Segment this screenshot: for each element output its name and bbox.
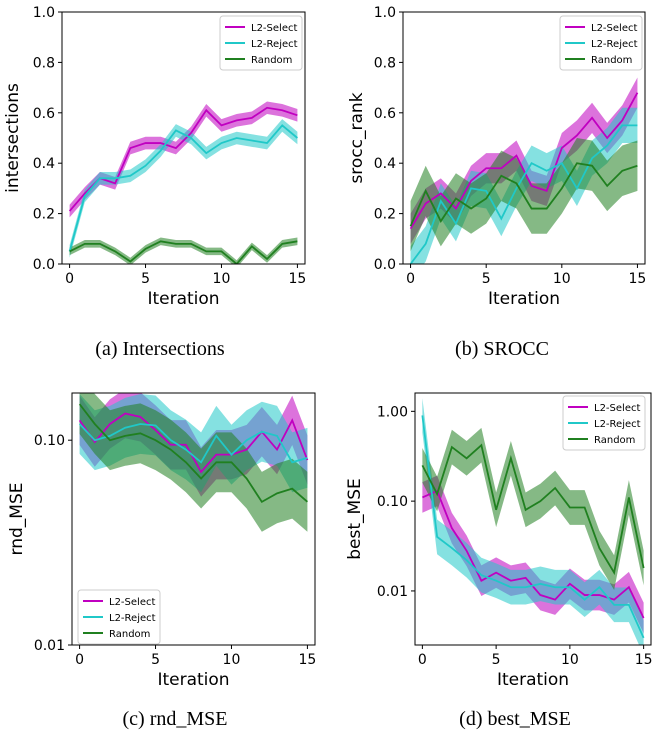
- x-tick-label: 15: [629, 271, 647, 287]
- y-tick-label: 0.2: [33, 207, 55, 223]
- y-axis-label: srocc_rank: [347, 92, 367, 183]
- legend-box: [559, 15, 643, 71]
- y-tick-label: 1.0: [33, 5, 55, 21]
- legend: L2-Select L2-Reject Random: [219, 15, 303, 71]
- series-line-l2-select: [78, 412, 309, 474]
- legend-label-l2-reject: L2-Reject: [591, 39, 638, 50]
- x-tick-label: 0: [65, 271, 74, 287]
- series-line-l2-select: [409, 92, 639, 230]
- axes-frame: [414, 392, 652, 646]
- axes-frame: [61, 11, 306, 265]
- y-tick-label: 0.0: [374, 257, 396, 273]
- chart-panel-1: 0 5 10 15 0.0 0.2 0.4 0.6 0.8 1.0 Iteration interse…: [3, 5, 306, 309]
- axes-frame: [71, 392, 316, 646]
- plot-area: [78, 393, 309, 532]
- x-tick-label: 15: [288, 271, 306, 287]
- caption-3: (c) rnd_MSE: [123, 708, 228, 730]
- legend-label-l2-select: L2-Select: [591, 23, 637, 34]
- plot-area: [421, 398, 645, 645]
- y-axis-label: rnd_MSE: [7, 483, 27, 556]
- legend-label-l2-select: L2-Select: [109, 597, 155, 608]
- series-line-l2-reject: [68, 124, 298, 252]
- caption-1: (a) Intersections: [95, 338, 225, 360]
- series-band-random: [79, 393, 308, 532]
- series-line-l2-reject: [409, 124, 638, 264]
- x-axis-label: Iteration: [157, 670, 229, 690]
- legend-label-l2-select: L2-Select: [594, 403, 640, 414]
- legend: L2-Select L2-Reject Random: [562, 395, 646, 451]
- y-tick-label: 0.8: [374, 55, 396, 71]
- x-tick-label: 5: [141, 271, 150, 287]
- x-tick-label: 10: [213, 271, 231, 287]
- series-band-l2-select: [69, 101, 298, 218]
- legend-label-l2-select: L2-Select: [251, 23, 297, 34]
- series-line-random: [78, 403, 308, 504]
- y-tick-label: 0.10: [34, 433, 65, 449]
- series-line-l2-select: [68, 106, 298, 212]
- axes-frame: [402, 11, 646, 265]
- y-tick-label: 0.2: [374, 207, 396, 223]
- series-line-random: [421, 443, 645, 576]
- series-line-l2-reject: [421, 415, 645, 639]
- x-tick-label: 0: [75, 652, 84, 668]
- series-band-l2-reject: [422, 398, 644, 645]
- y-tick-label: 1.0: [374, 5, 396, 21]
- x-tick-label: 5: [151, 652, 160, 668]
- y-axis-label: best_MSE: [345, 478, 365, 559]
- legend-box: [77, 589, 161, 645]
- plot-area: [68, 101, 298, 264]
- y-tick-label: 0.4: [374, 156, 396, 172]
- series-line-random: [409, 162, 638, 227]
- x-axis-label: Iteration: [488, 289, 560, 309]
- legend-label-l2-reject: L2-Reject: [594, 419, 641, 430]
- y-tick-label: 0.6: [374, 106, 396, 122]
- series-band-random: [69, 237, 298, 264]
- series-line-l2-reject: [78, 423, 308, 464]
- y-tick-label: 0.01: [377, 584, 408, 600]
- legend-label-random: Random: [109, 629, 150, 640]
- x-axis-label: Iteration: [147, 289, 219, 309]
- x-tick-label: 10: [561, 652, 579, 668]
- legend-box: [562, 395, 646, 451]
- legend-label-l2-reject: L2-Reject: [251, 39, 298, 50]
- series-band-random: [422, 427, 644, 590]
- caption-4: (d) best_MSE: [459, 708, 571, 730]
- y-tick-label: 0.10: [377, 494, 408, 510]
- legend-box: [219, 15, 303, 71]
- series-line-random: [69, 240, 298, 264]
- y-tick-label: 0.8: [33, 55, 55, 71]
- x-tick-label: 0: [418, 652, 427, 668]
- legend-label-random: Random: [594, 435, 635, 446]
- x-tick-label: 10: [553, 271, 571, 287]
- x-tick-label: 15: [298, 652, 316, 668]
- x-tick-label: 15: [635, 652, 652, 668]
- y-tick-label: 0.4: [33, 156, 55, 172]
- x-tick-label: 0: [406, 271, 415, 287]
- chart-panel-3: 0 5 10 150.010.10Iterationrnd_MSEL2-SelectL…: [7, 392, 316, 690]
- y-tick-label: 0.0: [33, 257, 55, 273]
- plot-area: [409, 77, 639, 264]
- y-axis-label: intersections: [3, 83, 23, 193]
- x-axis-label: Iteration: [497, 670, 569, 690]
- legend: L2-Select L2-Reject Random: [559, 15, 643, 71]
- y-tick-label: 0.6: [33, 106, 55, 122]
- y-tick-label: 1.00: [377, 404, 408, 420]
- legend: L2-Select L2-Reject Random: [77, 589, 161, 645]
- x-tick-label: 5: [482, 271, 491, 287]
- legend-label-random: Random: [251, 55, 292, 66]
- chart-panel-2: 0 5 10 15 0.0 0.2 0.4 0.6 0.8 1.0 Iteration srocc_r…: [347, 5, 646, 309]
- legend-label-l2-reject: L2-Reject: [109, 613, 156, 624]
- caption-2: (b) SROCC: [455, 338, 549, 360]
- x-tick-label: 5: [492, 652, 501, 668]
- x-tick-label: 10: [223, 652, 241, 668]
- legend-label-random: Random: [591, 55, 632, 66]
- y-tick-label: 0.01: [34, 638, 65, 654]
- chart-panel-4: 0 5 10 15 0.01 0.10 1.00 Iteration best_MSE L2-Se…: [345, 392, 652, 690]
